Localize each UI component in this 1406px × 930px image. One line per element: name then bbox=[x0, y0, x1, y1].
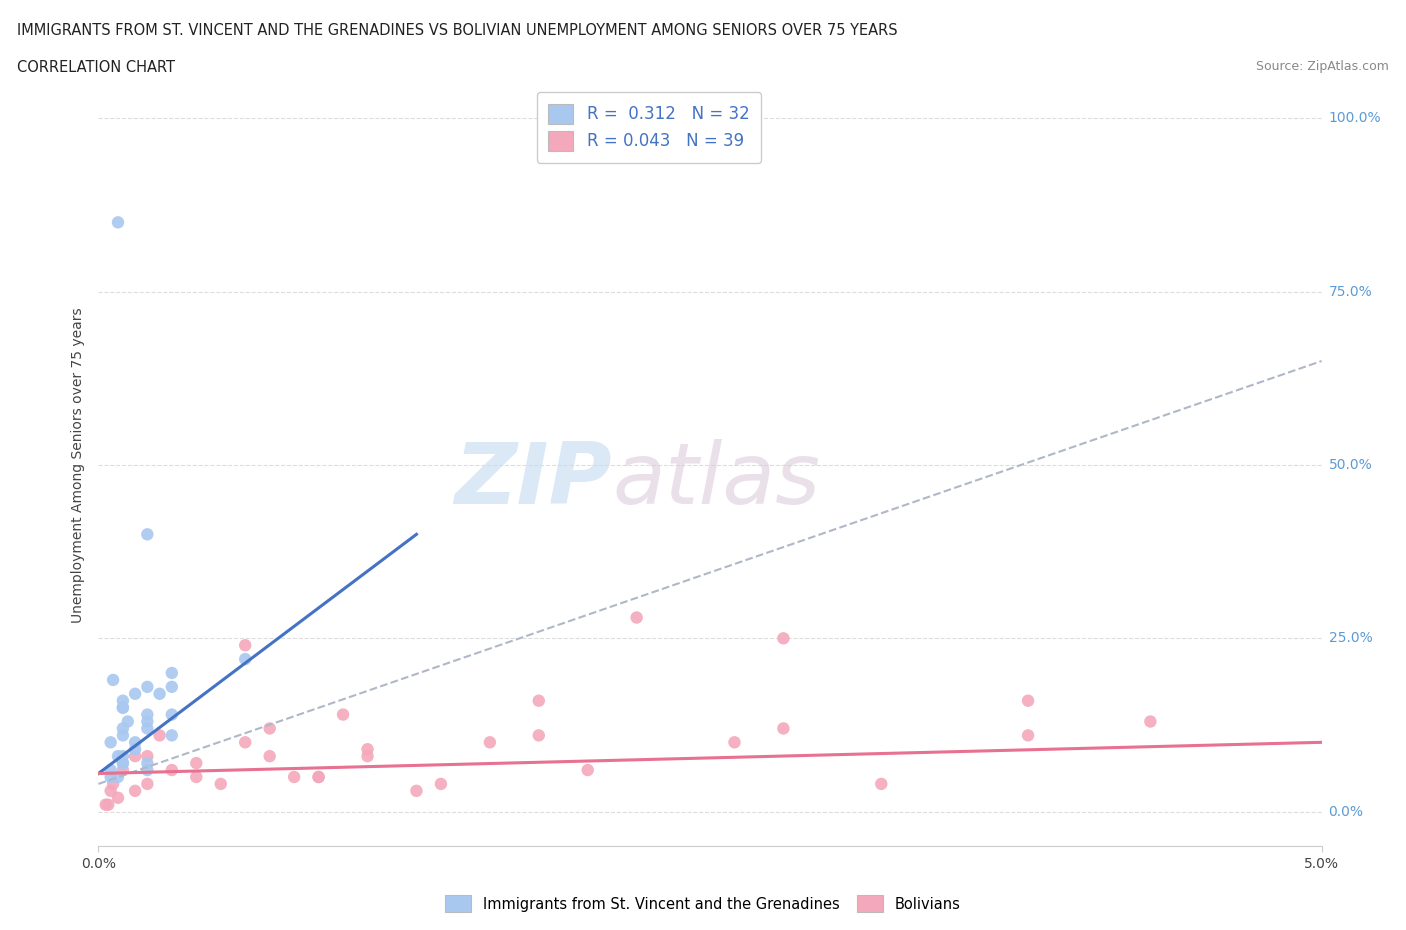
Point bbox=[107, 215, 129, 230]
Point bbox=[107, 769, 129, 784]
Text: CORRELATION CHART: CORRELATION CHART bbox=[17, 60, 174, 75]
Point bbox=[101, 777, 124, 791]
Point bbox=[870, 777, 893, 791]
Point bbox=[111, 763, 134, 777]
Point bbox=[136, 763, 159, 777]
Point bbox=[233, 638, 256, 653]
Point bbox=[259, 721, 281, 736]
Point bbox=[186, 769, 208, 784]
Point bbox=[160, 707, 183, 722]
Point bbox=[111, 749, 134, 764]
Point bbox=[527, 693, 550, 708]
Legend: Immigrants from St. Vincent and the Grenadines, Bolivians: Immigrants from St. Vincent and the Gren… bbox=[439, 890, 967, 918]
Text: 50.0%: 50.0% bbox=[1329, 458, 1372, 472]
Point bbox=[124, 749, 146, 764]
Point bbox=[136, 721, 159, 736]
Point bbox=[97, 797, 120, 812]
Point bbox=[124, 742, 146, 757]
Point bbox=[101, 672, 124, 687]
Point bbox=[160, 680, 183, 695]
Text: 100.0%: 100.0% bbox=[1329, 112, 1381, 126]
Point bbox=[111, 700, 134, 715]
Point bbox=[111, 721, 134, 736]
Text: ZIP: ZIP bbox=[454, 439, 612, 522]
Point bbox=[124, 735, 146, 750]
Point bbox=[1139, 714, 1161, 729]
Point bbox=[259, 749, 281, 764]
Point bbox=[100, 783, 122, 798]
Point bbox=[100, 769, 122, 784]
Point bbox=[111, 700, 134, 715]
Point bbox=[356, 749, 378, 764]
Point bbox=[332, 707, 354, 722]
Text: IMMIGRANTS FROM ST. VINCENT AND THE GRENADINES VS BOLIVIAN UNEMPLOYMENT AMONG SE: IMMIGRANTS FROM ST. VINCENT AND THE GREN… bbox=[17, 23, 897, 38]
Point bbox=[576, 763, 599, 777]
Point bbox=[149, 728, 172, 743]
Text: 0.0%: 0.0% bbox=[1329, 804, 1364, 818]
Text: Source: ZipAtlas.com: Source: ZipAtlas.com bbox=[1256, 60, 1389, 73]
Point bbox=[111, 728, 134, 743]
Point bbox=[94, 797, 117, 812]
Point bbox=[160, 763, 183, 777]
Point bbox=[136, 680, 159, 695]
Point bbox=[308, 769, 330, 784]
Point bbox=[160, 728, 183, 743]
Point bbox=[100, 763, 122, 777]
Point bbox=[136, 749, 159, 764]
Text: atlas: atlas bbox=[612, 439, 820, 522]
Point bbox=[478, 735, 501, 750]
Point bbox=[308, 769, 330, 784]
Point bbox=[136, 714, 159, 729]
Point bbox=[405, 783, 427, 798]
Point bbox=[723, 735, 745, 750]
Text: 25.0%: 25.0% bbox=[1329, 631, 1372, 645]
Point bbox=[111, 693, 134, 708]
Point bbox=[772, 631, 794, 645]
Y-axis label: Unemployment Among Seniors over 75 years: Unemployment Among Seniors over 75 years bbox=[72, 307, 86, 623]
Text: 75.0%: 75.0% bbox=[1329, 285, 1372, 299]
Point bbox=[430, 777, 453, 791]
Point bbox=[100, 735, 122, 750]
Point bbox=[149, 686, 172, 701]
Point bbox=[283, 769, 305, 784]
Point bbox=[124, 783, 146, 798]
Point bbox=[124, 686, 146, 701]
Point bbox=[626, 610, 648, 625]
Point bbox=[527, 728, 550, 743]
Point bbox=[111, 756, 134, 771]
Point bbox=[772, 721, 794, 736]
Point bbox=[209, 777, 232, 791]
Point bbox=[107, 790, 129, 805]
Point bbox=[136, 707, 159, 722]
Point bbox=[160, 666, 183, 681]
Point bbox=[136, 527, 159, 542]
Point bbox=[111, 756, 134, 771]
Point bbox=[117, 714, 139, 729]
Legend: R =  0.312   N = 32, R = 0.043   N = 39: R = 0.312 N = 32, R = 0.043 N = 39 bbox=[537, 92, 761, 163]
Point bbox=[186, 756, 208, 771]
Point bbox=[136, 777, 159, 791]
Point bbox=[136, 756, 159, 771]
Point bbox=[1017, 693, 1039, 708]
Point bbox=[1017, 728, 1039, 743]
Point bbox=[233, 652, 256, 667]
Point bbox=[356, 742, 378, 757]
Point bbox=[107, 749, 129, 764]
Point bbox=[233, 735, 256, 750]
